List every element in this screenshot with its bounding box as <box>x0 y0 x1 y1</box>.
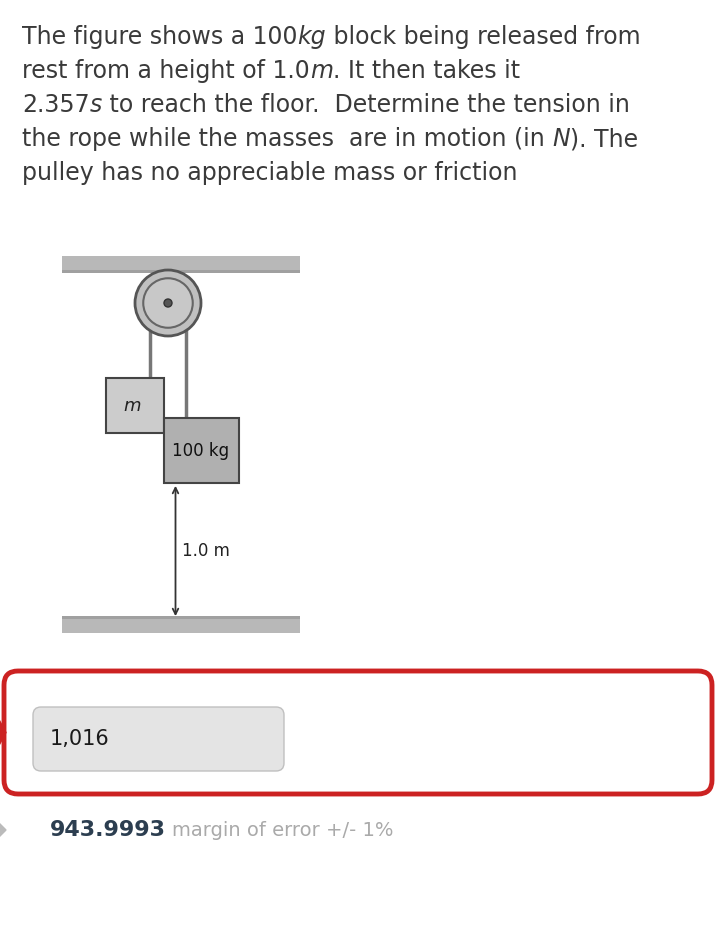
Text: the rope while the masses  are in motion (in: the rope while the masses are in motion … <box>22 127 552 151</box>
Bar <box>62 619 300 633</box>
Text: The figure shows a 100: The figure shows a 100 <box>22 25 297 49</box>
Polygon shape <box>0 814 6 846</box>
Text: . It then takes it: . It then takes it <box>332 59 520 83</box>
Text: 2.357: 2.357 <box>22 93 90 117</box>
Polygon shape <box>0 703 6 762</box>
Circle shape <box>144 279 192 327</box>
Text: ). The: ). The <box>570 127 638 151</box>
Text: m: m <box>123 397 141 415</box>
Text: 1,016: 1,016 <box>50 729 110 749</box>
Bar <box>164 418 238 483</box>
Bar <box>106 378 164 433</box>
Circle shape <box>135 270 201 336</box>
Text: m: m <box>309 59 332 83</box>
FancyBboxPatch shape <box>4 671 712 794</box>
FancyBboxPatch shape <box>33 707 284 771</box>
Text: N: N <box>552 127 570 151</box>
Text: 100 kg: 100 kg <box>172 442 230 460</box>
Text: rest from a height of 1.0: rest from a height of 1.0 <box>22 59 309 83</box>
Text: s: s <box>90 93 102 117</box>
Text: to reach the floor.  Determine the tension in: to reach the floor. Determine the tensio… <box>102 93 630 117</box>
Text: pulley has no appreciable mass or friction: pulley has no appreciable mass or fricti… <box>22 161 518 185</box>
Text: 943.9993: 943.9993 <box>50 820 166 840</box>
Text: block being released from: block being released from <box>326 25 640 49</box>
Circle shape <box>164 299 172 307</box>
Bar <box>163 270 173 272</box>
Text: kg: kg <box>297 25 326 49</box>
Bar <box>62 616 300 619</box>
Text: 1.0 m: 1.0 m <box>182 542 230 560</box>
Bar <box>62 256 300 270</box>
Text: margin of error +/- 1%: margin of error +/- 1% <box>172 821 393 840</box>
Bar <box>62 270 300 273</box>
